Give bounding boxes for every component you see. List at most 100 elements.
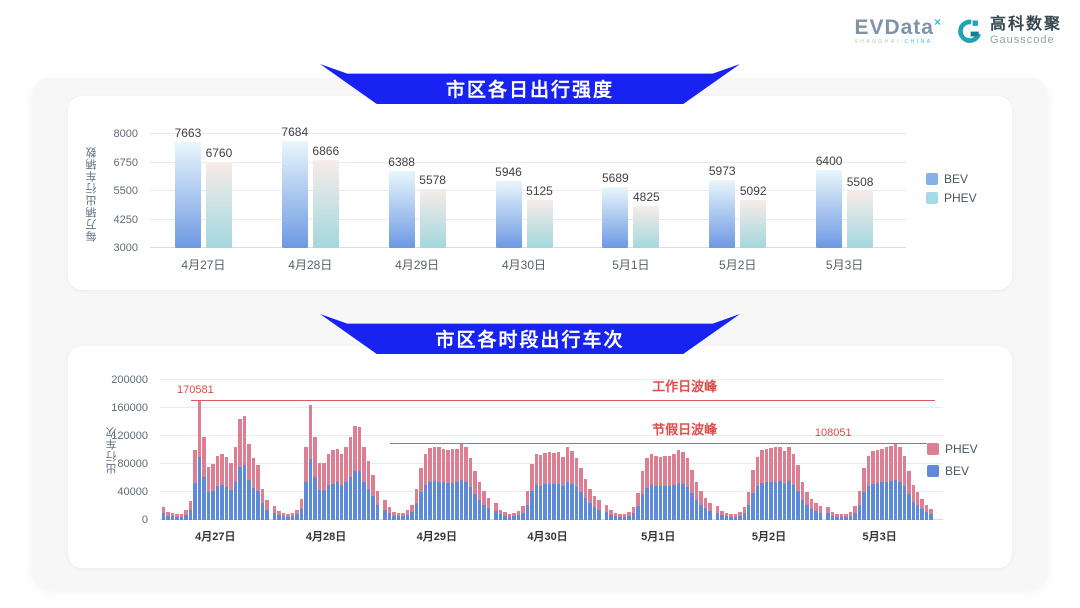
stacked-bar-hour-17[interactable] bbox=[681, 380, 685, 520]
bar-phev[interactable]: 6866 bbox=[312, 144, 339, 248]
stacked-bar-hour-13[interactable] bbox=[884, 380, 889, 520]
stacked-bar-hour-22[interactable] bbox=[482, 380, 486, 520]
legend-item-phev[interactable]: PHEV bbox=[926, 191, 977, 205]
stacked-bar-hour-13[interactable] bbox=[552, 380, 556, 520]
stacked-bar-hour-22[interactable] bbox=[924, 380, 929, 520]
stacked-bar-hour-22[interactable] bbox=[814, 380, 818, 520]
stacked-bar-hour-5[interactable] bbox=[516, 380, 521, 520]
stacked-bar-hour-1[interactable] bbox=[277, 380, 281, 520]
stacked-bar-hour-21[interactable] bbox=[256, 380, 260, 520]
stacked-bar-hour-23[interactable] bbox=[265, 380, 269, 520]
legend-item-bev[interactable]: BEV bbox=[927, 464, 978, 478]
stacked-bar-hour-3[interactable] bbox=[396, 380, 401, 520]
stacked-bar-hour-18[interactable] bbox=[464, 380, 468, 520]
bar-phev[interactable]: 5578 bbox=[419, 173, 446, 248]
stacked-bar-hour-5[interactable] bbox=[627, 380, 631, 520]
stacked-bar-hour-7[interactable] bbox=[304, 380, 308, 520]
stacked-bar-hour-10[interactable] bbox=[428, 380, 432, 520]
stacked-bar-hour-0[interactable] bbox=[715, 380, 720, 520]
stacked-bar-hour-16[interactable] bbox=[676, 380, 681, 520]
stacked-bar-hour-20[interactable] bbox=[362, 380, 366, 520]
stacked-bar-hour-20[interactable] bbox=[583, 380, 588, 520]
stacked-bar-hour-13[interactable] bbox=[220, 380, 224, 520]
stacked-bar-hour-22[interactable] bbox=[260, 380, 265, 520]
stacked-bar-hour-4[interactable] bbox=[512, 380, 516, 520]
stacked-bar-hour-9[interactable] bbox=[755, 380, 760, 520]
stacked-bar-hour-0[interactable] bbox=[383, 380, 387, 520]
stacked-bar-hour-21[interactable] bbox=[809, 380, 814, 520]
stacked-bar-hour-12[interactable] bbox=[547, 380, 552, 520]
stacked-bar-hour-7[interactable] bbox=[525, 380, 530, 520]
stacked-bar-hour-10[interactable] bbox=[649, 380, 654, 520]
stacked-bar-hour-14[interactable] bbox=[446, 380, 450, 520]
stacked-bar-hour-22[interactable] bbox=[703, 380, 708, 520]
stacked-bar-hour-13[interactable] bbox=[441, 380, 446, 520]
stacked-bar-hour-23[interactable] bbox=[708, 380, 712, 520]
stacked-bar-hour-2[interactable] bbox=[835, 380, 839, 520]
stacked-bar-hour-9[interactable] bbox=[423, 380, 428, 520]
stacked-bar-hour-16[interactable] bbox=[344, 380, 348, 520]
stacked-bar-hour-0[interactable] bbox=[162, 380, 166, 520]
stacked-bar-hour-17[interactable] bbox=[238, 380, 242, 520]
stacked-bar-hour-20[interactable] bbox=[251, 380, 256, 520]
stacked-bar-hour-19[interactable] bbox=[579, 380, 583, 520]
stacked-bar-hour-4[interactable] bbox=[179, 380, 184, 520]
stacked-bar-hour-5[interactable] bbox=[848, 380, 853, 520]
stacked-bar-hour-23[interactable] bbox=[486, 380, 491, 520]
stacked-bar-hour-14[interactable] bbox=[778, 380, 782, 520]
stacked-bar-hour-18[interactable] bbox=[685, 380, 690, 520]
stacked-bar-hour-19[interactable] bbox=[247, 380, 251, 520]
stacked-bar-hour-11[interactable] bbox=[764, 380, 769, 520]
stacked-bar-hour-0[interactable] bbox=[826, 380, 830, 520]
stacked-bar-hour-20[interactable] bbox=[473, 380, 477, 520]
stacked-bar-hour-14[interactable] bbox=[335, 380, 339, 520]
stacked-bar-hour-12[interactable] bbox=[326, 380, 331, 520]
stacked-bar-hour-6[interactable] bbox=[853, 380, 857, 520]
stacked-bar-hour-16[interactable] bbox=[898, 380, 902, 520]
stacked-bar-hour-20[interactable] bbox=[805, 380, 809, 520]
stacked-bar-hour-4[interactable] bbox=[733, 380, 738, 520]
stacked-bar-hour-17[interactable] bbox=[791, 380, 796, 520]
stacked-bar-hour-6[interactable] bbox=[631, 380, 636, 520]
stacked-bar-hour-12[interactable] bbox=[215, 380, 220, 520]
stacked-bar-hour-15[interactable] bbox=[450, 380, 455, 520]
stacked-bar-hour-5[interactable] bbox=[184, 380, 188, 520]
stacked-bar-hour-19[interactable] bbox=[911, 380, 915, 520]
bar-phev[interactable]: 5092 bbox=[740, 184, 767, 248]
stacked-bar-hour-8[interactable] bbox=[530, 380, 534, 520]
stacked-bar-hour-18[interactable] bbox=[574, 380, 579, 520]
bar-phev[interactable]: 5125 bbox=[526, 184, 553, 248]
stacked-bar-hour-17[interactable] bbox=[570, 380, 574, 520]
bar-phev[interactable]: 4825 bbox=[633, 190, 660, 248]
stacked-bar-hour-4[interactable] bbox=[401, 380, 405, 520]
stacked-bar-hour-4[interactable] bbox=[844, 380, 848, 520]
stacked-bar-hour-8[interactable] bbox=[862, 380, 866, 520]
stacked-bar-hour-9[interactable] bbox=[645, 380, 649, 520]
stacked-bar-hour-22[interactable] bbox=[371, 380, 375, 520]
stacked-bar-hour-10[interactable] bbox=[539, 380, 543, 520]
stacked-bar-hour-22[interactable] bbox=[592, 380, 597, 520]
stacked-bar-hour-12[interactable] bbox=[437, 380, 441, 520]
stacked-bar-hour-16[interactable] bbox=[565, 380, 570, 520]
stacked-bar-hour-5[interactable] bbox=[295, 380, 299, 520]
stacked-bar-hour-12[interactable] bbox=[880, 380, 884, 520]
stacked-bar-hour-8[interactable] bbox=[419, 380, 423, 520]
stacked-bar-hour-3[interactable] bbox=[175, 380, 179, 520]
stacked-bar-hour-8[interactable] bbox=[751, 380, 755, 520]
stacked-bar-hour-15[interactable] bbox=[893, 380, 898, 520]
stacked-bar-hour-3[interactable] bbox=[618, 380, 622, 520]
stacked-bar-hour-20[interactable] bbox=[694, 380, 699, 520]
stacked-bar-hour-15[interactable] bbox=[339, 380, 344, 520]
stacked-bar-hour-23[interactable] bbox=[597, 380, 601, 520]
stacked-bar-hour-7[interactable] bbox=[636, 380, 640, 520]
stacked-bar-hour-3[interactable] bbox=[507, 380, 512, 520]
stacked-bar-hour-7[interactable] bbox=[746, 380, 751, 520]
stacked-bar-hour-1[interactable] bbox=[609, 380, 613, 520]
stacked-bar-hour-10[interactable] bbox=[206, 380, 211, 520]
stacked-bar-hour-8[interactable] bbox=[640, 380, 645, 520]
stacked-bar-hour-2[interactable] bbox=[503, 380, 507, 520]
stacked-bar-hour-10[interactable] bbox=[760, 380, 764, 520]
stacked-bar-hour-6[interactable] bbox=[188, 380, 193, 520]
stacked-bar-hour-1[interactable] bbox=[720, 380, 724, 520]
stacked-bar-hour-11[interactable] bbox=[432, 380, 437, 520]
